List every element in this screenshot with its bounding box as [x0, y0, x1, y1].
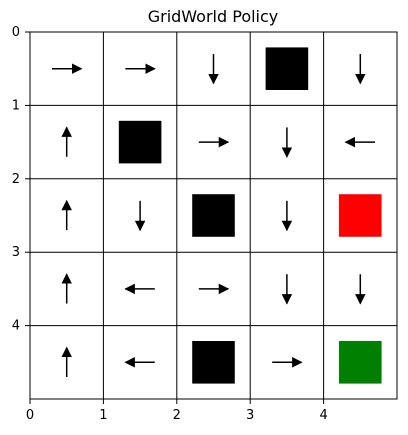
x-tick-label-3: 3 — [246, 408, 254, 423]
wall-cell-r4-c2 — [192, 341, 235, 384]
x-tick-label-4: 4 — [319, 408, 327, 423]
x-tick-label-0: 0 — [26, 408, 34, 423]
chart-title: GridWorld Policy — [148, 7, 279, 26]
wall-cell-r0-c3 — [265, 47, 309, 90]
y-tick-label-0: 0 — [12, 25, 20, 40]
trap-cell-r2-c4 — [339, 194, 382, 237]
y-tick-label-4: 4 — [12, 319, 20, 334]
y-tick-label-2: 2 — [12, 172, 20, 187]
y-tick-label-3: 3 — [12, 245, 20, 260]
wall-cell-r2-c2 — [192, 194, 235, 237]
y-tick-label-1: 1 — [12, 98, 20, 113]
goal-cell-r4-c4 — [339, 341, 382, 384]
wall-cell-r1-c1 — [118, 120, 162, 164]
plot-area: 0 1 2 3 4 0 1 2 3 4 — [12, 25, 398, 423]
x-tick-label-1: 1 — [99, 408, 107, 423]
x-tick-label-2: 2 — [173, 408, 181, 423]
